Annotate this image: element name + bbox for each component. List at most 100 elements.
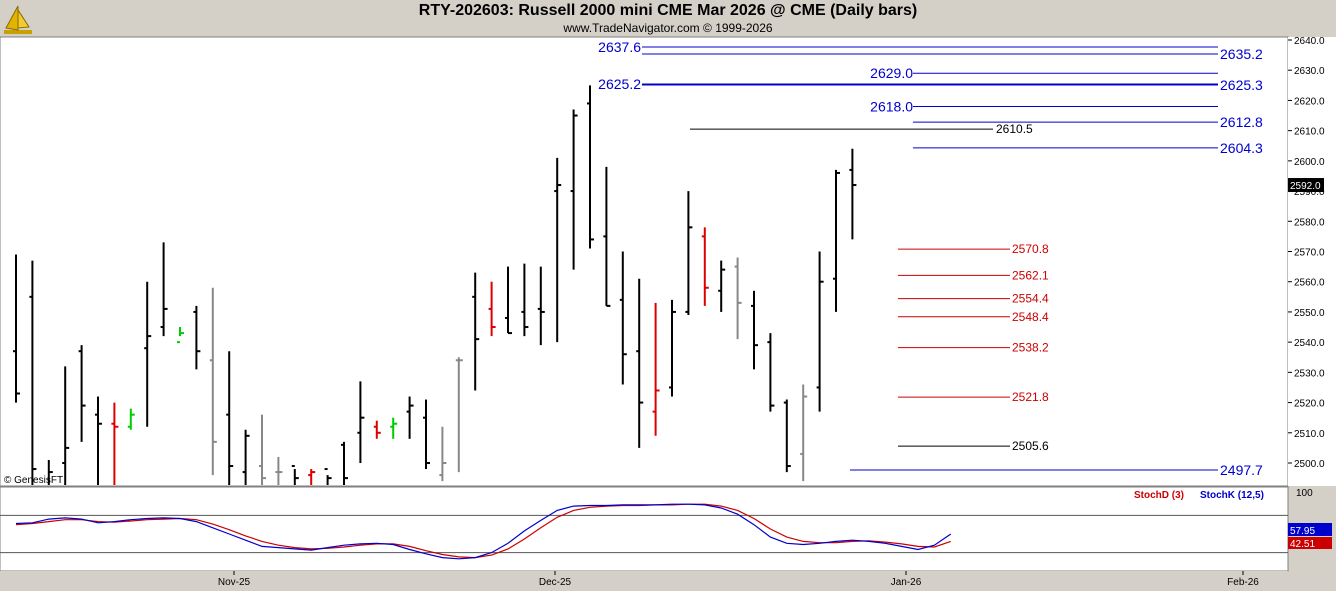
price-bar (13, 254, 20, 403)
price-bar (783, 399, 791, 473)
price-tick-label: 2520.0 (1294, 399, 1325, 410)
stoch-d-value-box (1288, 537, 1332, 549)
price-bar (554, 157, 562, 343)
price-tick-label: 2580.0 (1294, 217, 1325, 228)
price-tick-label: 2510.0 (1294, 429, 1325, 440)
level-label: 2497.7 (1220, 462, 1263, 478)
chart-subtitle: www.TradeNavigator.com © 1999-2026 (563, 21, 773, 35)
price-bar (226, 351, 234, 485)
level-label: 2610.5 (996, 122, 1033, 136)
price-bar (636, 278, 644, 448)
price-axis-bg (1288, 37, 1336, 486)
price-bar (291, 465, 299, 485)
price-bar (488, 281, 496, 337)
stoch-d-legend: StochD (3) (1134, 490, 1184, 501)
last-price-box (1288, 178, 1324, 193)
level-label: 2604.3 (1220, 140, 1263, 156)
level-label: 2612.8 (1220, 114, 1263, 130)
price-bar (373, 420, 381, 439)
price-panel-bg (0, 36, 1289, 487)
level-label: 2637.6 (598, 39, 641, 55)
price-bar (472, 272, 480, 391)
date-label: Jan-26 (891, 577, 922, 588)
sailboat-logo-icon (2, 2, 34, 36)
level-label: 2554.4 (1012, 292, 1049, 306)
price-bar (95, 396, 102, 485)
level-label: 2548.4 (1012, 310, 1049, 324)
price-bar (439, 426, 447, 482)
price-bar (177, 327, 184, 344)
price-bar (423, 399, 430, 470)
level-label: 2505.6 (1012, 439, 1049, 453)
price-bar (701, 227, 709, 306)
price-bar (619, 251, 627, 385)
date-label: Nov-25 (218, 577, 251, 588)
price-bar (78, 345, 86, 442)
price-bars (13, 85, 857, 485)
price-bar (341, 441, 348, 485)
price-tick-label: 2590.0 (1294, 187, 1325, 198)
price-bar (29, 260, 37, 485)
price-tick-label: 2630.0 (1294, 66, 1325, 77)
price-bar (144, 281, 152, 427)
price-tick-label: 2530.0 (1294, 368, 1325, 379)
date-axis-bg (0, 571, 1288, 591)
level-label: 2570.8 (1012, 242, 1049, 256)
level-label: 2521.8 (1012, 390, 1049, 404)
stoch-axis-100: 100 (1296, 488, 1313, 499)
level-label: 2618.0 (870, 98, 913, 114)
price-bar (308, 469, 316, 485)
stoch-k-legend: StochK (12,5) (1200, 490, 1264, 501)
price-bar (685, 191, 693, 315)
price-bar (816, 251, 824, 412)
price-bar (800, 384, 808, 482)
price-tick-label: 2620.0 (1294, 96, 1325, 107)
level-label: 2629.0 (870, 65, 913, 81)
price-bar (242, 429, 250, 485)
price-bar (587, 85, 594, 249)
level-label: 2538.2 (1012, 341, 1049, 355)
watermark: © GenesisFT (4, 475, 63, 486)
price-bar (455, 357, 463, 473)
price-bar (603, 166, 611, 307)
price-bar (127, 408, 135, 430)
price-bar (275, 456, 283, 485)
price-bar (209, 287, 217, 476)
stoch-d-value: 42.51 (1290, 539, 1315, 550)
price-tick-label: 2570.0 (1294, 248, 1325, 259)
price-bar (537, 266, 545, 346)
price-bar (833, 169, 840, 312)
level-label: 2562.1 (1012, 268, 1049, 282)
price-bar (47, 459, 53, 485)
price-bar (193, 305, 201, 370)
stoch-panel-bg (0, 486, 1289, 572)
price-bar (849, 148, 857, 240)
price-bar (570, 109, 578, 270)
price-bar (259, 414, 266, 485)
stoch-k-line (15, 503, 952, 560)
level-label: 2635.2 (1220, 46, 1263, 62)
price-bar (718, 260, 726, 312)
price-bar (652, 302, 660, 436)
price-bar (111, 402, 119, 485)
price-bar (669, 299, 676, 397)
price-bar (62, 366, 70, 485)
price-bar (767, 333, 775, 412)
level-label: 2625.3 (1220, 77, 1263, 93)
price-tick-label: 2600.0 (1294, 157, 1325, 168)
chart-title: RTY-202603: Russell 2000 mini CME Mar 20… (418, 2, 918, 19)
date-label: Feb-26 (1227, 577, 1259, 588)
stoch-k-value: 57.95 (1290, 526, 1315, 537)
price-bar (357, 381, 365, 463)
level-label: 2625.2 (598, 76, 641, 92)
price-bar (160, 242, 168, 337)
price-bar (751, 290, 758, 370)
price-bar (324, 468, 332, 485)
price-tick-label: 2560.0 (1294, 278, 1325, 289)
stoch-k-value-box (1288, 523, 1332, 536)
price-bar (734, 257, 742, 340)
price-tick-label: 2610.0 (1294, 127, 1325, 138)
price-tick-label: 2640.0 (1294, 36, 1325, 47)
stochastic-panel: StochD (3) StochK (12,5) 100 57.95 42.51 (0, 488, 1332, 560)
